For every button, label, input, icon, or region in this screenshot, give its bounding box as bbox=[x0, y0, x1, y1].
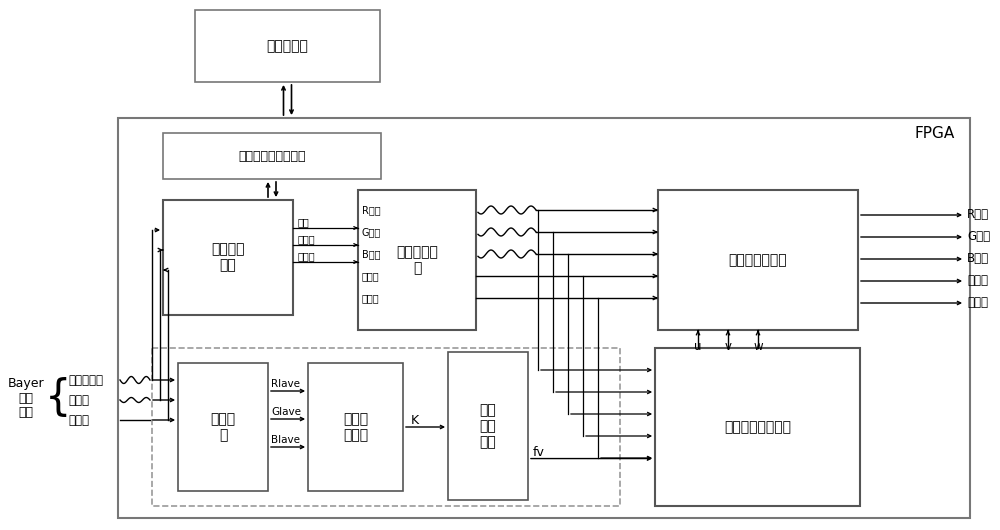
Text: 图像插值模
块: 图像插值模 块 bbox=[396, 245, 438, 275]
Text: 场同步: 场同步 bbox=[298, 251, 316, 261]
Text: 场同步: 场同步 bbox=[362, 293, 380, 303]
Text: 行同步: 行同步 bbox=[68, 393, 89, 407]
Text: G分量: G分量 bbox=[362, 227, 381, 237]
Text: Blave: Blave bbox=[271, 435, 300, 445]
Bar bbox=[658, 190, 858, 330]
Bar bbox=[448, 352, 528, 500]
Text: 统计模
块: 统计模 块 bbox=[210, 412, 236, 442]
Text: v: v bbox=[724, 340, 732, 353]
Text: {: { bbox=[45, 377, 71, 419]
Bar bbox=[152, 348, 620, 506]
Bar bbox=[195, 10, 380, 82]
Bar bbox=[163, 133, 381, 179]
Text: u: u bbox=[694, 340, 702, 353]
Text: fv: fv bbox=[533, 446, 545, 459]
Text: 存储器接口驱动模块: 存储器接口驱动模块 bbox=[238, 149, 306, 163]
Text: Glave: Glave bbox=[271, 407, 301, 417]
Text: 行同步: 行同步 bbox=[967, 275, 988, 287]
Text: 数据: 数据 bbox=[298, 217, 310, 227]
Text: 阈值
产生
模块: 阈值 产生 模块 bbox=[480, 403, 496, 449]
Text: G分量: G分量 bbox=[967, 231, 990, 243]
Text: 行同步: 行同步 bbox=[298, 234, 316, 244]
Text: B分量: B分量 bbox=[967, 252, 989, 266]
Text: R分量: R分量 bbox=[967, 208, 989, 222]
Bar bbox=[655, 348, 860, 506]
Text: 行同步: 行同步 bbox=[362, 271, 380, 281]
Text: 计算比
值模块: 计算比 值模块 bbox=[343, 412, 368, 442]
Bar bbox=[178, 363, 268, 491]
Text: R分量: R分量 bbox=[362, 205, 381, 215]
Text: 场同步: 场同步 bbox=[967, 296, 988, 310]
Bar bbox=[358, 190, 476, 330]
Text: 三分量调整模块: 三分量调整模块 bbox=[729, 253, 787, 267]
Text: Rlave: Rlave bbox=[271, 379, 300, 389]
Bar bbox=[308, 363, 403, 491]
Text: K: K bbox=[411, 414, 419, 428]
Text: B分量: B分量 bbox=[362, 249, 380, 259]
Text: 多比特数据: 多比特数据 bbox=[68, 374, 103, 386]
Bar bbox=[163, 200, 293, 315]
Text: 计算调整系数模块: 计算调整系数模块 bbox=[724, 420, 791, 434]
Text: w: w bbox=[753, 340, 763, 353]
Text: 场同步: 场同步 bbox=[68, 413, 89, 427]
Text: 数据转换
模块: 数据转换 模块 bbox=[211, 242, 245, 272]
Text: FPGA: FPGA bbox=[915, 127, 955, 142]
Text: 外部存储器: 外部存储器 bbox=[267, 39, 308, 53]
Text: Bayer
格式
图像: Bayer 格式 图像 bbox=[8, 376, 45, 420]
Bar bbox=[118, 118, 970, 518]
